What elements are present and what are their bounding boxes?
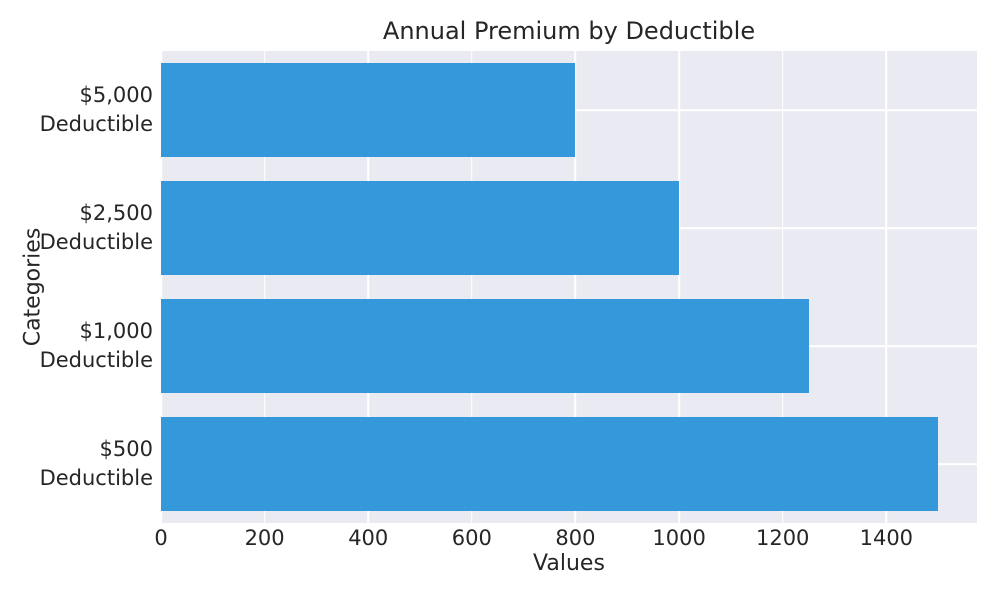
bar xyxy=(161,180,680,276)
plot-area xyxy=(161,51,977,523)
y-tick-label: $500 Deductible xyxy=(39,437,153,490)
chart-title: Annual Premium by Deductible xyxy=(382,17,756,45)
gridline-vertical xyxy=(781,51,784,523)
gridline-vertical xyxy=(471,51,473,523)
bar xyxy=(161,416,939,512)
y-tick-label: $2,500 Deductible xyxy=(39,201,153,254)
x-tick-label: 1200 xyxy=(755,526,810,550)
bar xyxy=(161,298,809,394)
x-axis-label: Values xyxy=(533,551,605,576)
x-tick-label: 200 xyxy=(244,526,285,550)
gridline-vertical xyxy=(263,51,266,523)
gridline-vertical xyxy=(367,51,370,523)
x-tick-label: 0 xyxy=(154,526,168,550)
y-axis-label: Categories xyxy=(20,227,46,347)
bar xyxy=(161,62,576,158)
x-tick-label: 1000 xyxy=(652,526,706,550)
y-tick-label: $1,000 Deductible xyxy=(39,319,153,372)
gridline-vertical xyxy=(678,51,680,523)
gridline-vertical xyxy=(574,51,577,523)
gridline-vertical xyxy=(161,51,162,523)
x-tick-label: 400 xyxy=(348,526,389,550)
x-tick-label: 1400 xyxy=(859,526,914,550)
x-tick-label: 600 xyxy=(451,526,492,550)
y-tick-label: $5,000 Deductible xyxy=(39,83,153,136)
gridline-vertical xyxy=(885,51,888,523)
x-tick-label: 800 xyxy=(555,526,596,550)
